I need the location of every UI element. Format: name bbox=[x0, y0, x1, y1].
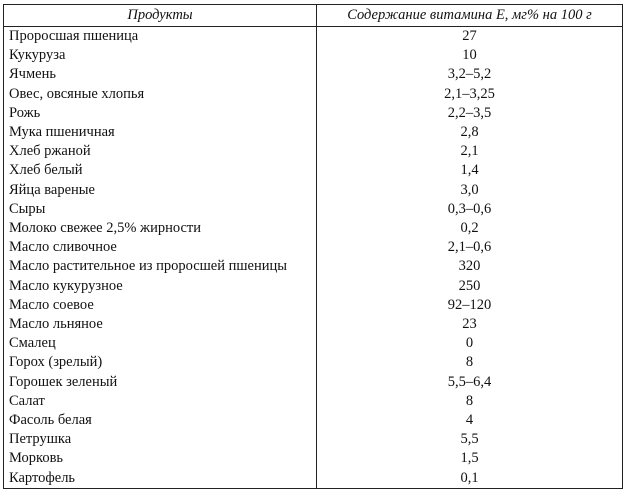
table-row: Овес, овсяные хлопья 2,1–3,25 bbox=[3, 84, 623, 104]
table-row: Проросшая пшеница 27 bbox=[3, 26, 623, 47]
product-name: Масло сливочное bbox=[3, 238, 317, 258]
vitamin-e-value: 8 bbox=[465, 392, 474, 409]
product-name: Хлеб ржаной bbox=[3, 142, 317, 162]
product-name: Кукуруза bbox=[3, 46, 317, 66]
product-name: Салат bbox=[3, 391, 317, 412]
vitamin-e-value: 0 bbox=[465, 335, 474, 352]
product-name: Яйца вареные bbox=[3, 180, 317, 200]
product-name: Смалец bbox=[3, 334, 317, 354]
table-row: Горошек зеленый 5,5–6,4 bbox=[3, 372, 623, 392]
product-name: Ячмень bbox=[3, 65, 317, 85]
table-row: Кукуруза 10 bbox=[3, 46, 623, 66]
table-row: Яйца вареные 3,0 bbox=[3, 180, 623, 200]
product-name: Морковь bbox=[3, 449, 317, 469]
table-row: Фасоль белая 4 bbox=[3, 411, 623, 431]
vitamin-e-value: 92–120 bbox=[447, 296, 492, 313]
product-name: Картофель bbox=[3, 468, 317, 489]
table-row: Масло растительное из проросшей пшеницы 3… bbox=[3, 257, 623, 277]
table-row: Масло соевое 92–120 bbox=[3, 295, 623, 316]
table-row: Сыры 0,3–0,6 bbox=[3, 199, 623, 220]
vitamin-e-value: 3,2–5,2 bbox=[447, 66, 492, 83]
vitamin-e-value: 2,8 bbox=[460, 124, 479, 141]
product-name: Рожь bbox=[3, 103, 317, 124]
table-row: Масло кукурузное 250 bbox=[3, 276, 623, 296]
product-name: Хлеб белый bbox=[3, 161, 317, 181]
product-name: Масло растительное из проросшей пшеницы bbox=[3, 257, 317, 277]
vitamin-e-value: 0,1 bbox=[460, 469, 479, 486]
vitamin-e-value: 2,1–3,25 bbox=[444, 85, 495, 102]
vitamin-e-value: 8 bbox=[465, 354, 474, 371]
table-row: Рожь 2,2–3,5 bbox=[3, 103, 623, 124]
vitamin-e-value: 3,0 bbox=[460, 181, 479, 198]
table-row: Масло льняное 23 bbox=[3, 315, 623, 335]
product-name: Горох (зрелый) bbox=[3, 353, 317, 373]
vitamin-e-value: 4 bbox=[465, 412, 474, 429]
vitamin-e-value: 2,1–0,6 bbox=[447, 239, 492, 256]
product-name: Мука пшеничная bbox=[3, 123, 317, 143]
vitamin-e-value: 2,2–3,5 bbox=[447, 104, 492, 121]
vitamin-e-value: 27 bbox=[462, 28, 477, 44]
table-row: Молоко свежее 2,5% жирности 0,2 bbox=[3, 219, 623, 239]
product-name: Петрушка bbox=[3, 430, 317, 450]
product-name: Масло льняное bbox=[3, 315, 317, 335]
table-row: Ячмень 3,2–5,2 bbox=[3, 65, 623, 85]
vitamin-e-value: 23 bbox=[462, 316, 477, 333]
table-row: Смалец 0 bbox=[3, 334, 623, 354]
vitamin-e-value: 1,4 bbox=[460, 162, 479, 179]
product-name: Масло соевое bbox=[3, 295, 317, 316]
vitamin-e-value: 2,1 bbox=[460, 143, 479, 160]
table-row: Петрушка 5,5 bbox=[3, 430, 623, 450]
vitamin-e-value: 250 bbox=[458, 277, 481, 294]
vitamin-e-value: 10 bbox=[462, 47, 477, 64]
product-name: Фасоль белая bbox=[3, 411, 317, 431]
vitamin-e-value: 1,5 bbox=[460, 450, 479, 467]
table-row: Морковь 1,5 bbox=[3, 449, 623, 469]
table-row: Хлеб белый 1,4 bbox=[3, 161, 623, 181]
table-row: Хлеб ржаной 2,1 bbox=[3, 142, 623, 162]
header-products: Продукты bbox=[3, 4, 317, 27]
table-row: Мука пшеничная 2,8 bbox=[3, 123, 623, 143]
vitamin-e-value: 5,5–6,4 bbox=[447, 373, 492, 390]
vitamin-e-value: 320 bbox=[458, 258, 481, 275]
table-row: Картофель 0,1 bbox=[3, 468, 623, 489]
product-name: Овес, овсяные хлопья bbox=[3, 84, 317, 104]
product-name: Молоко свежее 2,5% жирности bbox=[3, 219, 317, 239]
header-row: Продукты Содержание витамина Е, мг% на 1… bbox=[3, 4, 623, 27]
table-row: Масло сливочное 2,1–0,6 bbox=[3, 238, 623, 258]
product-name: Масло кукурузное bbox=[3, 276, 317, 296]
product-name: Горошек зеленый bbox=[3, 372, 317, 392]
product-name: Проросшая пшеница bbox=[3, 26, 317, 47]
table-row: Салат 8 bbox=[3, 391, 623, 412]
vitamin-e-value: 0,2 bbox=[460, 220, 479, 237]
vitamin-e-table: Продукты Содержание витамина Е, мг% на 1… bbox=[3, 4, 623, 489]
vitamin-e-value: 0,3–0,6 bbox=[447, 200, 492, 217]
header-vitamin-e: Содержание витамина Е, мг% на 100 г bbox=[316, 4, 623, 27]
table-row: Горох (зрелый) 8 bbox=[3, 353, 623, 373]
product-name: Сыры bbox=[3, 199, 317, 220]
vitamin-e-value: 5,5 bbox=[460, 431, 479, 448]
